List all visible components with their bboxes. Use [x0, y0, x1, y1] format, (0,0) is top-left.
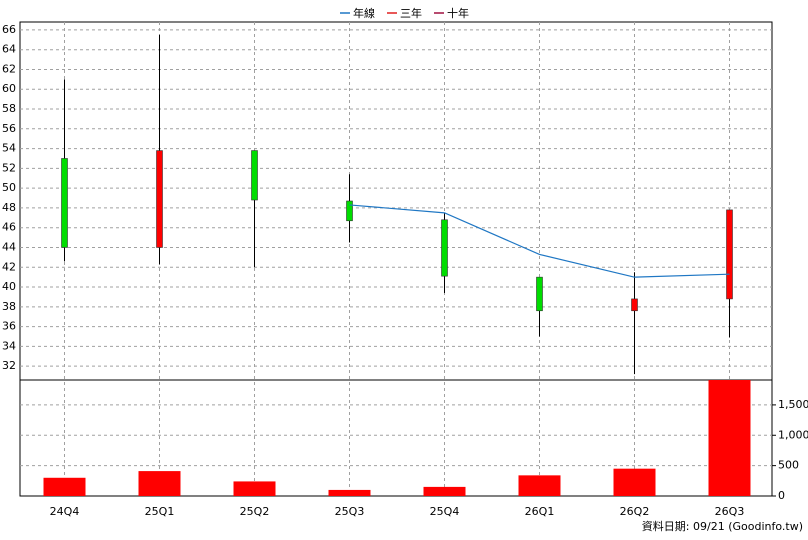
y-tick-label: 64: [2, 43, 16, 56]
x-tick-label: 25Q2: [240, 505, 270, 518]
candle-body: [251, 150, 258, 201]
y-tick-label: 48: [2, 201, 16, 214]
y-tick-label: 60: [2, 82, 16, 95]
volume-bar: [43, 477, 86, 496]
candle-body: [346, 200, 353, 222]
volume-bar: [138, 471, 181, 496]
y-tick-label: 42: [2, 260, 16, 273]
legend-label: 三年: [400, 6, 422, 20]
x-tick-label: 25Q1: [145, 505, 175, 518]
y2-tick-label: 1,500: [778, 398, 808, 411]
volume-bar: [518, 475, 561, 496]
y-tick-label: 46: [2, 221, 16, 234]
y2-tick-label: 1,000: [778, 428, 808, 441]
candle-body: [726, 209, 733, 300]
y2-tick-label: 0: [778, 489, 785, 502]
y-tick-label: 62: [2, 62, 16, 75]
volume-bar: [233, 481, 276, 496]
y-tick-label: 44: [2, 240, 16, 253]
volume-bar: [708, 380, 751, 496]
y-tick-label: 40: [2, 280, 16, 293]
footer: 資料日期: 09/21 (Goodinfo.tw): [642, 519, 803, 533]
x-tick-label: 26Q3: [715, 505, 745, 518]
legend-label: 十年: [447, 6, 469, 20]
y-tick-label: 66: [2, 23, 16, 36]
x-tick-label: 26Q2: [620, 505, 650, 518]
volume-bar: [423, 486, 466, 496]
y-tick-label: 50: [2, 181, 16, 194]
y-tick-label: 58: [2, 102, 16, 115]
y-tick-label: 56: [2, 122, 16, 135]
y2-tick-label: 500: [778, 459, 799, 472]
y-tick-label: 36: [2, 320, 16, 333]
y-tick-label: 34: [2, 339, 16, 352]
x-tick-label: 26Q1: [525, 505, 555, 518]
legend-label: 年線: [353, 6, 375, 20]
y-tick-label: 32: [2, 359, 16, 372]
candle-body: [441, 219, 448, 277]
y-tick-label: 54: [2, 142, 16, 155]
y-tick-label: 38: [2, 300, 16, 313]
volume-bar: [328, 489, 371, 496]
volume-bar: [613, 468, 656, 496]
x-tick-label: 24Q4: [50, 505, 80, 518]
x-tick-label: 25Q4: [430, 505, 460, 518]
candle-body: [536, 276, 543, 312]
y-tick-label: 52: [2, 161, 16, 174]
ma-line: [349, 204, 730, 278]
candle-body: [156, 150, 163, 248]
plot-frame: [19, 21, 773, 497]
x-tick-label: 25Q3: [335, 505, 365, 518]
candle-body: [61, 158, 68, 248]
candle-body: [631, 298, 638, 312]
